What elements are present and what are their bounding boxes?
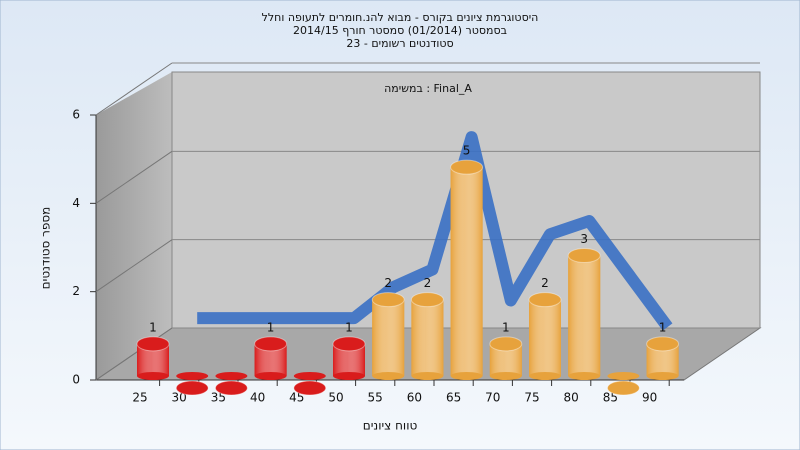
bar-top	[567, 248, 601, 263]
bar-shade	[529, 299, 561, 376]
bar	[175, 372, 209, 396]
data-label: 1	[149, 320, 157, 334]
x-tick-label: 40	[250, 391, 265, 405]
bar-top	[410, 292, 444, 308]
bar-bottom	[607, 372, 640, 380]
data-label: 2	[384, 276, 392, 290]
bar	[371, 292, 405, 380]
bar	[214, 372, 248, 396]
bar	[136, 336, 170, 380]
data-label: 1	[659, 320, 667, 334]
bar-bottom	[489, 372, 522, 380]
data-label: 1	[502, 320, 510, 334]
left-wall	[96, 72, 172, 380]
bar	[254, 336, 288, 380]
bar-top	[136, 336, 170, 352]
data-label: 1	[267, 320, 275, 334]
y-tick-label: 6	[72, 108, 80, 122]
y-axis-label: מספר סטודנטים	[39, 207, 53, 290]
bar-shade	[411, 299, 444, 376]
chart-subtitle: סטודנטים רשומים - 23	[346, 37, 453, 50]
bar-top	[450, 159, 484, 175]
bar	[489, 336, 523, 380]
data-label: 5	[463, 144, 471, 158]
data-label: 1	[345, 320, 353, 334]
bar	[528, 292, 562, 380]
curve	[197, 131, 673, 331]
bar-top	[254, 336, 288, 352]
bar-shade	[372, 299, 405, 376]
x-tick-label: 90	[642, 391, 657, 405]
data-label: 3	[580, 232, 588, 246]
bar-bottom	[176, 372, 209, 380]
bar-top	[528, 292, 562, 308]
y-tick-label: 2	[72, 284, 80, 298]
bar-bottom	[529, 372, 561, 380]
x-tick-label: 60	[407, 391, 422, 405]
bar-bottom	[646, 372, 679, 380]
bar-bottom	[137, 372, 169, 380]
grid-line	[95, 62, 173, 116]
bar-top	[489, 336, 523, 352]
bar-bottom	[333, 372, 365, 380]
x-tick-label: 45	[289, 391, 304, 405]
bar-bottom	[215, 372, 248, 380]
grid-line	[95, 150, 173, 204]
bar-top	[606, 380, 640, 396]
bar-bottom	[254, 372, 287, 380]
x-tick-label: 70	[485, 391, 500, 405]
x-tick-label: 50	[328, 391, 343, 405]
bar-bottom	[568, 372, 601, 380]
bar-shade	[568, 255, 601, 376]
x-tick-label: 35	[211, 391, 226, 405]
grid-line	[95, 327, 173, 381]
bar-bottom	[450, 372, 483, 380]
bar	[646, 336, 680, 380]
bar-top	[214, 380, 248, 396]
x-tick-label: 85	[603, 391, 618, 405]
y-tick-label: 0	[72, 373, 80, 387]
x-axis-label: טווח ציונים	[363, 419, 418, 433]
x-tick-label: 30	[172, 391, 187, 405]
annotation: במשימה : Final_A	[384, 82, 472, 95]
data-label: 2	[541, 276, 549, 290]
bar	[606, 372, 640, 396]
bar	[567, 248, 601, 380]
bar	[332, 336, 366, 380]
bar-bottom	[293, 372, 326, 380]
bar-shade	[450, 167, 483, 376]
bar-top	[175, 380, 209, 396]
data-label: 2	[424, 276, 432, 290]
bar-bottom	[411, 372, 444, 380]
x-tick-label: 55	[368, 391, 383, 405]
bar-top	[332, 336, 366, 352]
bar-bottom	[372, 372, 405, 380]
y-tick-label: 4	[72, 196, 80, 210]
chart-subtitle: בסמסטר (01/2014) סמסטר חורף 2014/15	[293, 24, 507, 37]
bar	[410, 292, 444, 380]
grid-line	[95, 239, 173, 293]
bar	[293, 372, 327, 396]
x-tick-label: 25	[132, 391, 147, 405]
chart-title: היסטוגרמת ציונים בקורס - מבוא להנ.חומרים…	[262, 11, 539, 24]
bar-top	[371, 292, 405, 308]
x-tick-label: 75	[524, 391, 539, 405]
bar	[450, 159, 484, 380]
x-tick-label: 65	[446, 391, 461, 405]
bar-top	[293, 380, 327, 396]
x-tick-label: 80	[564, 391, 579, 405]
bar-top	[646, 336, 680, 352]
